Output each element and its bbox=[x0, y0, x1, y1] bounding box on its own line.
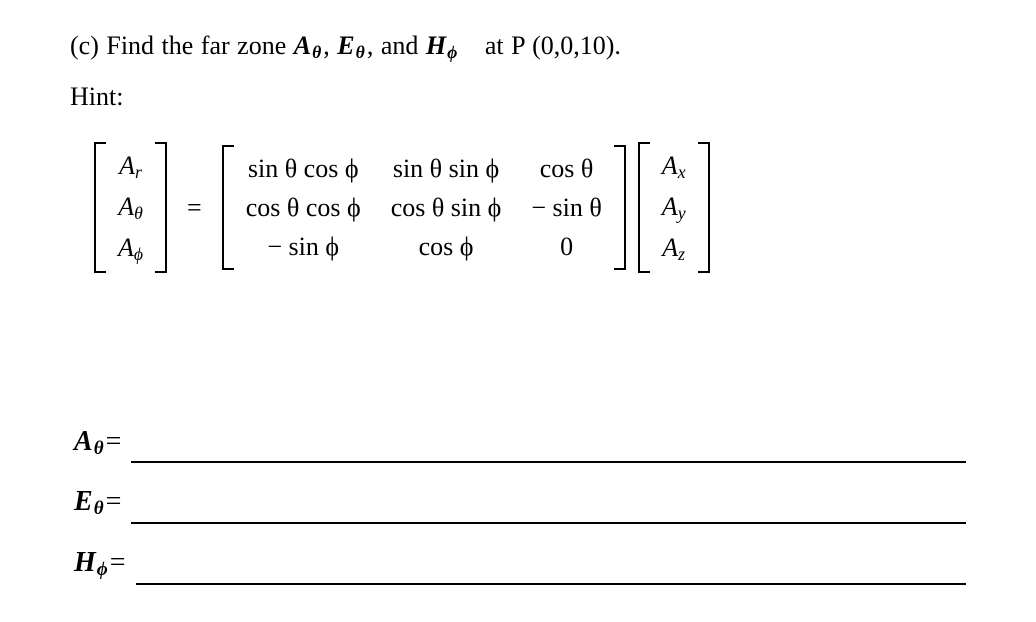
lhs-cell: Aθ bbox=[114, 187, 147, 228]
ans-eq: = bbox=[106, 486, 122, 517]
equals-sign: = bbox=[179, 190, 210, 225]
ans-sym: A bbox=[74, 426, 93, 457]
answer-label: Eθ= bbox=[74, 483, 127, 524]
ans-sub: θ bbox=[93, 438, 106, 459]
transform-matrix: sin θ cos ϕ sin θ sin ϕ cos θ cos θ cos … bbox=[222, 145, 626, 270]
mat-cell: cos θ cos ϕ bbox=[242, 188, 365, 227]
page-content: (c) Find the far zone Aθ, Eθ, and Hϕ at … bbox=[0, 0, 1036, 585]
comma-1: , bbox=[323, 31, 330, 60]
ans-eq: = bbox=[110, 547, 126, 578]
question-prompt: (c) Find the far zone Aθ, Eθ, and Hϕ at … bbox=[70, 28, 966, 65]
answer-row-A-theta: Aθ= bbox=[74, 423, 966, 464]
var-E-theta-sym: E bbox=[337, 31, 354, 60]
mat-cell: − sin ϕ bbox=[242, 227, 365, 266]
rhs-cell: Ax bbox=[658, 146, 690, 187]
comma-2: , bbox=[367, 31, 374, 60]
lhs-vector-cells: Ar Aθ Aϕ bbox=[106, 142, 155, 273]
rhs-cell: Ay bbox=[658, 187, 690, 228]
answer-blanks: Aθ= Eθ= Hϕ= bbox=[74, 423, 966, 585]
bracket-left bbox=[94, 142, 106, 273]
var-H-phi-sub: ϕ bbox=[446, 42, 459, 62]
var-A-theta-sub: θ bbox=[311, 42, 323, 62]
bracket-right bbox=[698, 142, 710, 273]
ans-sub: θ bbox=[93, 498, 106, 519]
lhs-vector: Ar Aθ Aϕ bbox=[94, 142, 167, 273]
prompt-text-before: Find the far zone bbox=[106, 31, 286, 60]
mat-cell: cos θ bbox=[527, 149, 605, 188]
bracket-left bbox=[638, 142, 650, 273]
mat-cell: 0 bbox=[527, 227, 605, 266]
rhs-vector: Ax Ay Az bbox=[638, 142, 710, 273]
var-H-phi-sym: H bbox=[426, 31, 446, 60]
rhs-vector-cells: Ax Ay Az bbox=[650, 142, 698, 273]
mat-cell: − sin θ bbox=[527, 188, 605, 227]
mat-cell: cos θ sin ϕ bbox=[387, 188, 506, 227]
part-label: (c) bbox=[70, 31, 99, 60]
matrix-cells: sin θ cos ϕ sin θ sin ϕ cos θ cos θ cos … bbox=[234, 145, 614, 270]
ans-eq: = bbox=[106, 426, 122, 457]
bracket-right bbox=[155, 142, 167, 273]
mat-cell: sin θ cos ϕ bbox=[242, 149, 365, 188]
mat-cell: sin θ sin ϕ bbox=[387, 149, 506, 188]
answer-label: Aθ= bbox=[74, 423, 127, 464]
ans-sym: H bbox=[74, 547, 96, 578]
answer-blank-input[interactable] bbox=[131, 435, 966, 463]
answer-row-E-theta: Eθ= bbox=[74, 483, 966, 524]
transformation-matrix-equation: Ar Aθ Aϕ = sin θ cos ϕ sin θ sin ϕ cos θ… bbox=[94, 142, 966, 273]
hint-label: Hint: bbox=[70, 79, 966, 114]
answer-label: Hϕ= bbox=[74, 544, 132, 585]
lhs-cell: Aϕ bbox=[114, 228, 147, 269]
rhs-cell: Az bbox=[658, 228, 690, 269]
bracket-right bbox=[614, 145, 626, 270]
prompt-text-after: at P (0,0,10). bbox=[485, 31, 621, 60]
answer-blank-input[interactable] bbox=[136, 557, 966, 585]
ans-sub: ϕ bbox=[96, 559, 110, 580]
lhs-cell: Ar bbox=[114, 146, 147, 187]
var-E-theta-sub: θ bbox=[355, 42, 367, 62]
var-A-theta-sym: A bbox=[294, 31, 311, 60]
ans-sym: E bbox=[74, 486, 93, 517]
bracket-left bbox=[222, 145, 234, 270]
and-text: and bbox=[381, 31, 419, 60]
mat-cell: cos ϕ bbox=[387, 227, 506, 266]
answer-row-H-phi: Hϕ= bbox=[74, 544, 966, 585]
answer-blank-input[interactable] bbox=[131, 496, 966, 524]
